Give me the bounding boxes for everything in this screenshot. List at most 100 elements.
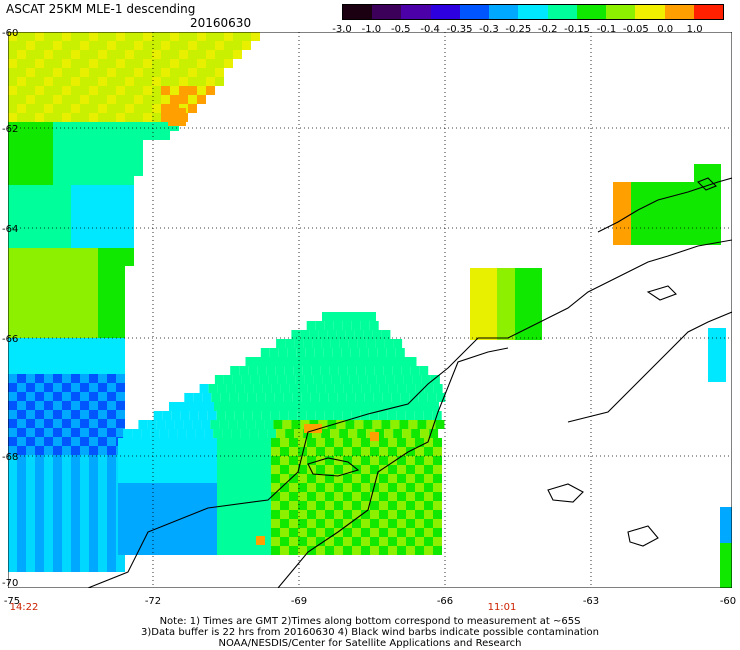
swath-cell: [89, 419, 98, 428]
swath-cell: [125, 194, 134, 203]
swath-cell: [17, 104, 26, 113]
swath-cell: [298, 528, 307, 537]
swath-cell: [424, 465, 433, 474]
swath-cell: [356, 366, 366, 375]
swath-cell: [71, 455, 80, 464]
swath-cell: [127, 465, 136, 474]
swath-cell: [107, 365, 116, 374]
swath-cell: [720, 525, 732, 534]
swath-cell: [116, 356, 125, 365]
swath-cell: [80, 149, 89, 158]
swath-cell: [44, 428, 53, 437]
swath-cell: [17, 491, 26, 500]
swath-cell: [524, 268, 533, 277]
swath-cell: [197, 50, 206, 59]
swath-cell: [89, 392, 98, 401]
swath-cell: [107, 113, 116, 122]
swath-cell: [116, 230, 125, 239]
swath-cell: [125, 257, 134, 266]
swath-cell: [329, 366, 339, 375]
swath-cell: [424, 546, 433, 555]
swath-cell: [26, 212, 35, 221]
swath-cell: [631, 236, 640, 245]
swath-cell: [244, 384, 254, 393]
swath-cell: [44, 212, 53, 221]
swath-cell: [379, 465, 388, 474]
swath-cell: [379, 483, 388, 492]
swath-cell: [71, 221, 80, 230]
swath-cell: [334, 483, 343, 492]
swath-cell: [325, 501, 334, 510]
swath-cell: [116, 374, 125, 383]
swath-cell: [289, 501, 298, 510]
swath-cell: [280, 465, 289, 474]
swath-cell: [244, 474, 253, 483]
swath-cell: [161, 113, 170, 122]
swath-cell: [53, 230, 62, 239]
swath-cell: [622, 191, 631, 200]
swath-cell: [414, 411, 424, 420]
swath-cell: [379, 384, 389, 393]
swath-cell: [292, 393, 302, 402]
swath-cell: [631, 227, 640, 236]
swath-cell: [333, 411, 343, 420]
swath-cell: [708, 346, 726, 355]
swath-cell: [217, 492, 226, 501]
swath-cell: [35, 365, 44, 374]
swath-cell: [35, 257, 44, 266]
swath-cell: [397, 483, 406, 492]
swath-cell: [415, 474, 424, 483]
swath-cell: [334, 546, 343, 555]
swath-cell: [263, 357, 273, 366]
swath-cell: [325, 519, 334, 528]
swath-cell: [316, 474, 325, 483]
swath-cell: [343, 438, 352, 447]
swath-cell: [107, 446, 116, 455]
swath-cell: [98, 491, 107, 500]
island-1: [307, 457, 360, 477]
swath-cell: [307, 546, 316, 555]
swath-cell: [334, 519, 343, 528]
swath-cell: [53, 95, 62, 104]
lat-label-68: -68: [2, 452, 19, 463]
swath-cell: [125, 167, 134, 176]
swath-cell: [703, 164, 712, 173]
swath-cell: [118, 528, 127, 537]
swath-cell: [430, 402, 439, 411]
swath-cell: [694, 227, 703, 236]
swath-cell: [26, 464, 35, 473]
swath-cell: [35, 356, 44, 365]
swath-cell: [116, 293, 125, 302]
swath-cell: [118, 501, 127, 510]
swath-cell: [415, 483, 424, 492]
swath-cell: [26, 356, 35, 365]
swath-cell: [8, 527, 17, 536]
swath-cell: [393, 339, 403, 348]
swath-cell: [379, 474, 388, 483]
swath-cell: [397, 384, 407, 393]
colorbar-label: -0.1: [596, 24, 617, 35]
swath-cell: [694, 236, 703, 245]
swath-cell: [352, 519, 361, 528]
swath-cell: [107, 320, 116, 329]
swath-cell: [280, 537, 289, 546]
lat-label-64: -64: [2, 224, 19, 235]
swath-cell: [257, 366, 267, 375]
swath-cell: [188, 95, 197, 104]
swath-cell: [415, 528, 424, 537]
swath-cell: [53, 320, 62, 329]
swath-cell: [199, 465, 208, 474]
swath-cell: [226, 519, 235, 528]
swath-cell: [62, 158, 71, 167]
swath-cell: [134, 104, 143, 113]
swath-cell: [116, 212, 125, 221]
swath-cell: [327, 330, 337, 339]
swath-cell: [258, 429, 268, 438]
swath-cell: [361, 384, 371, 393]
swath-cell: [357, 339, 367, 348]
swath-cell: [17, 383, 26, 392]
swath-cell: [298, 537, 307, 546]
swath-cell: [8, 257, 17, 266]
swath-cell: [80, 194, 89, 203]
swath-cell: [206, 77, 215, 86]
